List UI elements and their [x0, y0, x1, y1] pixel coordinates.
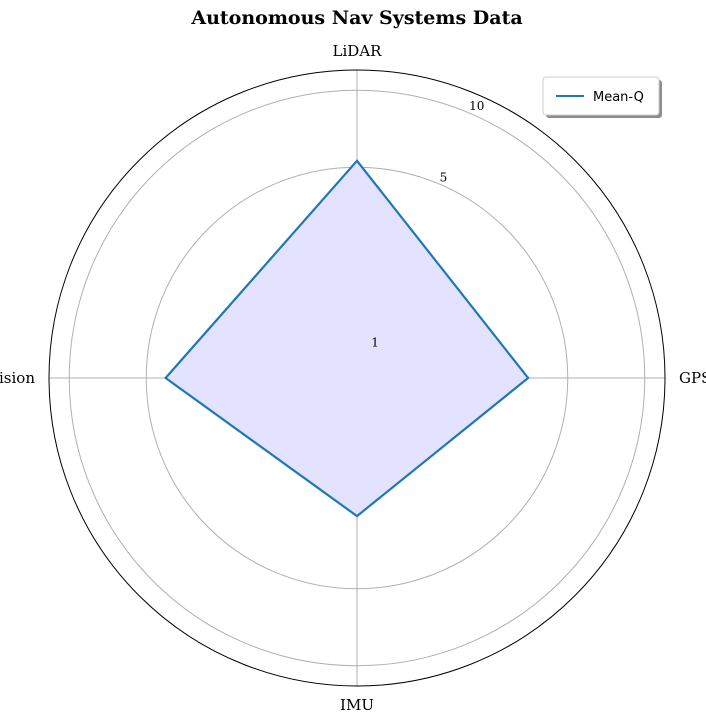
- series-area-mean-q: [165, 160, 529, 517]
- radar-series: [163, 159, 530, 518]
- category-label-imu: IMU: [340, 696, 374, 714]
- chart-title: Autonomous Nav Systems Data: [190, 7, 522, 29]
- legend-label-mean-q: Mean-Q: [593, 90, 644, 105]
- outer-frame: [48, 69, 666, 687]
- r-tick-label-10: 10: [469, 99, 484, 113]
- legend: Mean-Q: [542, 76, 662, 118]
- legend-box: [542, 76, 660, 116]
- r-tick-label-1: 1: [371, 335, 379, 349]
- category-label-gps: GPS: [679, 369, 706, 387]
- category-label-vision: Vision: [0, 369, 35, 387]
- category-label-lidar: LiDAR: [333, 42, 383, 60]
- grid-ring-10: [68, 89, 646, 667]
- radar-labels: 1 5 10 LiDAR GPS IMU Vision: [0, 42, 706, 714]
- r-tick-label-5: 5: [440, 170, 448, 184]
